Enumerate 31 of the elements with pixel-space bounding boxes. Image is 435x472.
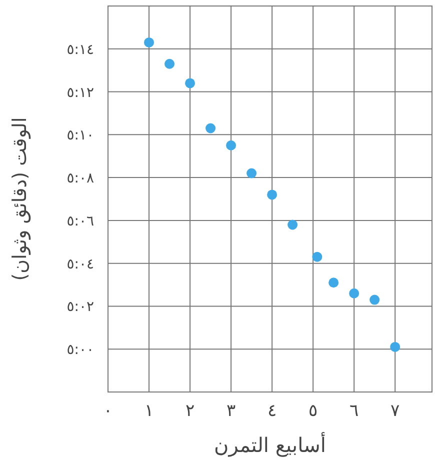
point [164, 58, 175, 69]
x-tick-label: ٥ [308, 401, 318, 421]
x-tick-label: ٢ [185, 401, 195, 421]
point [312, 252, 322, 262]
point [288, 220, 298, 230]
y-tick-label: ٥:١٠ [66, 128, 94, 144]
point [267, 190, 278, 200]
point [349, 288, 360, 298]
x-tick-label: ٠ [103, 401, 113, 421]
x-tick-label: ٣ [226, 401, 236, 421]
x-tick-label: ٧ [390, 401, 400, 421]
point [144, 37, 154, 48]
point [390, 342, 400, 352]
point [246, 168, 257, 178]
y-axis-title: الوقت (دقائق وثوان) [9, 117, 31, 281]
y-tick-label: ٥:١٤ [66, 42, 94, 58]
x-tick-label: ٦ [350, 401, 359, 421]
y-tick-label: ٥:٠٤ [66, 256, 94, 272]
y-tick-label: ٥:٠٨ [66, 170, 94, 187]
y-tick-label: ٥:٠٢ [66, 299, 94, 316]
point [370, 294, 380, 305]
point [328, 278, 339, 288]
y-tick-label: ٥:٠٠ [66, 342, 94, 358]
y-tick-label: ٥:١٢ [66, 84, 94, 101]
y-tick-label: ٥:٠٦ [66, 213, 94, 230]
x-tick-label: ٤ [267, 401, 277, 421]
point [226, 140, 236, 150]
point [185, 78, 196, 88]
x-axis-title: أسابيع التمرن [214, 432, 326, 457]
x-tick-label: ١ [144, 401, 154, 421]
point [206, 123, 216, 134]
